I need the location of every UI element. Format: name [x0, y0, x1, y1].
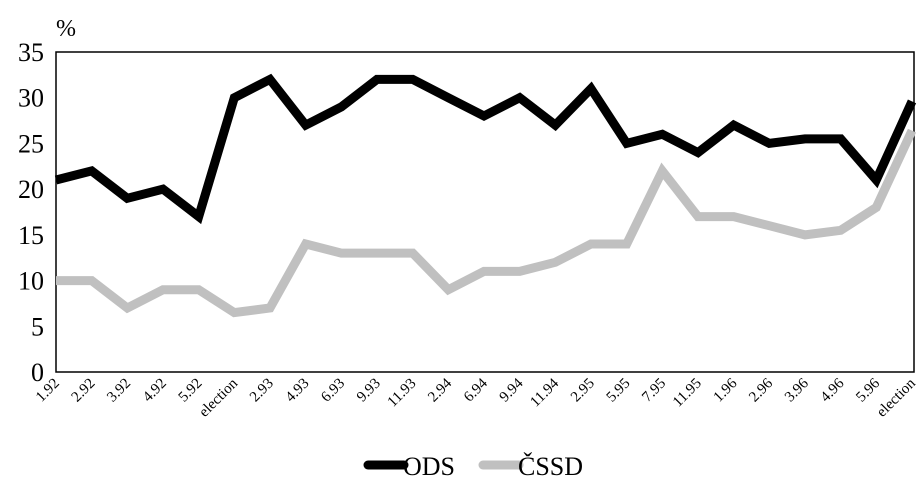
x-tick-label: 2.96 [746, 375, 776, 405]
x-tick-label: 9.93 [354, 376, 384, 406]
x-tick-label: election [874, 375, 918, 420]
y-tick-label: 15 [18, 221, 44, 250]
x-tick-label: 4.93 [283, 376, 313, 406]
x-tick-label: 5.92 [176, 376, 206, 406]
y-tick-label: 30 [18, 84, 44, 113]
y-tick-label: 0 [31, 358, 44, 387]
x-tick-label: 5.95 [604, 376, 634, 406]
x-tick-label: 6.94 [461, 375, 491, 405]
x-tick-label: 5.96 [853, 375, 883, 405]
legend-label-cssd: ČSSD [518, 452, 583, 477]
x-tick-label: election [196, 375, 241, 420]
x-tick-label: 11.93 [385, 376, 420, 411]
x-tick-label: 2.95 [568, 376, 598, 406]
y-tick-label: 10 [18, 267, 44, 296]
y-axis-ticks: 0 5 10 15 20 25 30 35 [18, 38, 44, 387]
legend-label-ods: ODS [403, 452, 455, 477]
y-tick-label: 20 [18, 175, 44, 204]
y-axis-label: % [56, 16, 76, 42]
x-tick-label: 2.92 [69, 376, 99, 406]
y-tick-label: 25 [18, 129, 44, 158]
legend: ODS ČSSD [363, 452, 583, 477]
x-tick-label: 4.96 [818, 375, 848, 405]
y-tick-label: 35 [18, 38, 44, 67]
x-tick-label: 11.94 [527, 375, 562, 410]
x-tick-label: 4.92 [140, 376, 170, 406]
x-tick-label: 9.94 [497, 375, 527, 405]
x-tick-label: 3.96 [782, 375, 812, 405]
x-tick-label: 1.96 [711, 375, 741, 405]
x-tick-label: 3.92 [104, 376, 134, 406]
series-lines [54, 73, 917, 318]
y-tick-label: 5 [31, 312, 44, 341]
series-line-ods [54, 73, 917, 225]
plot-area [55, 51, 915, 373]
x-tick-label: 7.95 [639, 376, 669, 406]
series-line-cssd [56, 128, 917, 318]
x-tick-label: 2.93 [247, 376, 277, 406]
x-tick-label: 6.93 [318, 376, 348, 406]
x-tick-label: 2.94 [425, 375, 455, 405]
x-tick-label: 11.95 [670, 376, 705, 411]
